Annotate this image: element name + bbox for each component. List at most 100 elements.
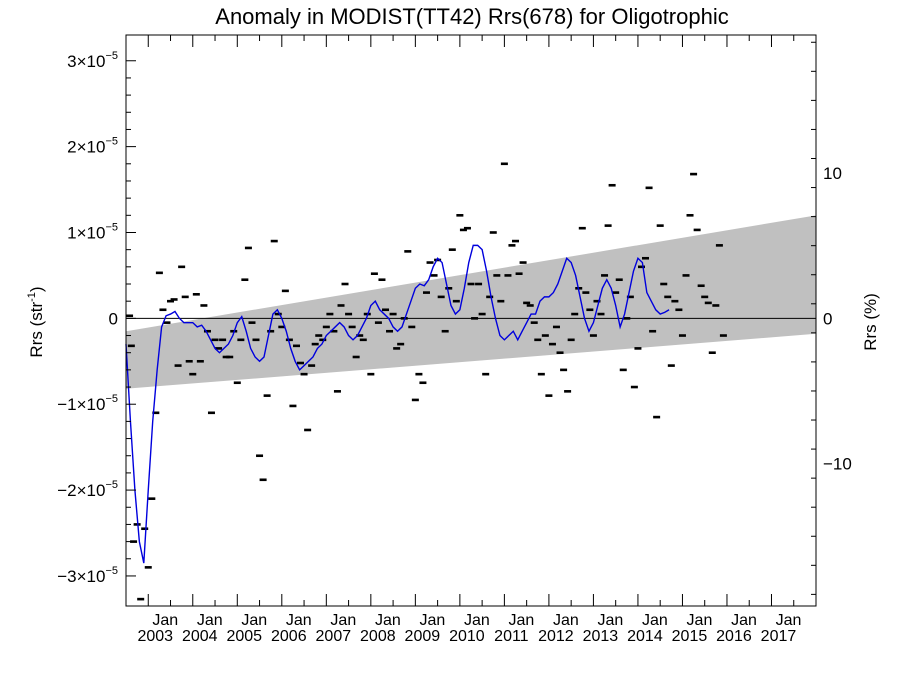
x-tick-year-label: 2006 xyxy=(271,628,307,645)
scatter-point xyxy=(704,301,712,305)
scatter-point xyxy=(237,338,245,342)
scatter-point xyxy=(459,228,467,232)
scatter-point xyxy=(671,299,679,303)
scatter-point xyxy=(185,359,193,363)
scatter-point xyxy=(415,372,423,376)
scatter-point xyxy=(330,329,338,333)
scatter-point xyxy=(504,274,512,277)
scatter-point xyxy=(653,415,661,419)
scatter-point xyxy=(226,355,234,359)
scatter-point xyxy=(304,428,312,432)
scatter-point xyxy=(322,325,330,329)
scatter-point xyxy=(252,338,260,342)
left-y-axis: 3×10−5 2×10−5 1×10−5 0 −1×10−5 −2×10−5 −3×10−5 xyxy=(57,50,136,586)
scatter-point xyxy=(686,214,694,217)
scatter-point xyxy=(486,295,494,299)
scatter-point xyxy=(207,411,215,415)
scatter-point xyxy=(697,284,705,288)
x-tick-month-label: Jan xyxy=(197,612,223,629)
scatter-point xyxy=(333,390,341,393)
scatter-point xyxy=(463,226,471,230)
scatter-point xyxy=(419,381,427,385)
scatter-point xyxy=(493,274,501,277)
scatter-point xyxy=(715,244,723,247)
left-tick-label: 3×10−5 xyxy=(67,50,118,71)
x-tick-month-label: Jan xyxy=(731,612,757,629)
left-tick-label: 0 xyxy=(109,309,118,328)
scatter-point xyxy=(426,261,434,264)
scatter-point xyxy=(560,368,568,372)
left-axis-label-sup: -1 xyxy=(26,292,38,302)
right-axis-label: Rrs (%) xyxy=(861,293,880,351)
right-tick-label: −10 xyxy=(823,455,852,474)
scatter-point xyxy=(141,527,149,531)
scatter-point xyxy=(612,291,620,294)
scatter-point xyxy=(564,390,572,393)
scatter-point xyxy=(619,368,627,372)
x-tick-month-label: Jan xyxy=(286,612,312,629)
scatter-point xyxy=(270,239,278,243)
scatter-point xyxy=(382,308,390,312)
scatter-point xyxy=(359,338,367,342)
scatter-point xyxy=(552,325,560,329)
scatter-point xyxy=(189,372,197,376)
x-tick-month-label: Jan xyxy=(152,612,178,629)
scatter-point xyxy=(530,321,538,324)
scatter-point xyxy=(437,295,445,299)
scatter-point xyxy=(167,299,175,303)
scatter-point xyxy=(642,256,650,260)
scatter-point xyxy=(278,325,286,329)
scatter-point xyxy=(404,250,412,253)
scatter-point xyxy=(712,304,720,307)
scatter-point xyxy=(626,295,634,299)
scatter-point xyxy=(289,404,297,408)
plot-frame xyxy=(125,34,817,607)
scatter-point xyxy=(452,299,460,303)
scatter-point xyxy=(578,226,586,230)
left-tick-label: 1×10−5 xyxy=(67,221,118,242)
scatter-point xyxy=(422,291,430,294)
scatter-point xyxy=(548,342,556,346)
scatter-point xyxy=(267,329,275,333)
scatter-point xyxy=(645,186,653,190)
scatter-point xyxy=(408,325,416,329)
x-axis: Jan2003Jan2004Jan2005Jan2006Jan2007Jan20… xyxy=(125,35,817,645)
scatter-point xyxy=(597,312,605,316)
scatter-point xyxy=(337,304,345,307)
x-tick-year-label: 2011 xyxy=(494,628,529,645)
right-y-axis: 10 0 −10 xyxy=(811,41,852,595)
scatter-point xyxy=(181,295,189,299)
left-axis-label-main: Rrs (str xyxy=(27,302,46,358)
scatter-point xyxy=(441,329,449,333)
x-tick-year-label: 2007 xyxy=(316,628,352,645)
x-tick-year-label: 2013 xyxy=(583,628,619,645)
scatter-point xyxy=(508,244,516,247)
scatter-point xyxy=(623,317,631,320)
scatter-point xyxy=(634,347,642,350)
scatter-point xyxy=(586,308,594,312)
scatter-point xyxy=(537,372,545,376)
scatter-point xyxy=(219,338,227,342)
scatter-point xyxy=(637,265,645,269)
scatter-point xyxy=(378,278,386,282)
scatter-point xyxy=(292,344,300,348)
plot-area xyxy=(125,162,816,601)
x-tick-year-label: 2010 xyxy=(449,628,485,645)
left-axis-label-close: ) xyxy=(27,286,46,292)
scatter-point xyxy=(133,523,141,526)
scatter-point xyxy=(341,282,349,286)
scatter-point xyxy=(163,321,171,324)
x-tick-month-label: Jan xyxy=(642,612,668,629)
scatter-point xyxy=(589,334,597,337)
scatter-point xyxy=(281,289,289,293)
x-tick-month-label: Jan xyxy=(464,612,490,629)
scatter-point xyxy=(526,304,534,307)
scatter-point xyxy=(475,282,483,286)
scatter-point xyxy=(693,228,701,232)
scatter-point xyxy=(178,265,186,269)
scatter-point xyxy=(367,372,375,376)
scatter-point xyxy=(430,274,438,277)
scatter-point xyxy=(690,172,698,176)
scatter-point xyxy=(126,314,134,318)
